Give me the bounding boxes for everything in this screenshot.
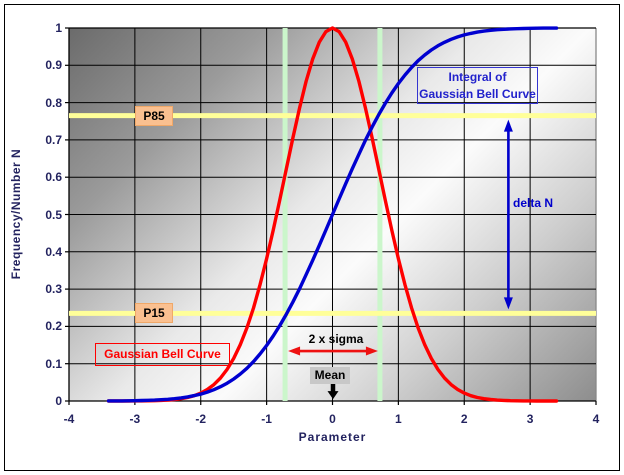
x-tick-label: -4 <box>63 412 75 426</box>
y-tick-label: 0.3 <box>45 282 62 297</box>
sigma-range-label: 2 x sigma <box>308 332 364 346</box>
y-tick-label: 1 <box>55 21 62 35</box>
y-tick-label: 0.5 <box>45 207 62 222</box>
x-tick-label: 3 <box>526 412 534 426</box>
gaussian-curve-legend-box: Gaussian Bell Curve <box>95 343 230 366</box>
y-tick-label: 0.6 <box>45 170 62 185</box>
y-tick-label: 0 <box>55 394 62 408</box>
y-tick-label: 0.1 <box>45 356 62 371</box>
y-axis-title: Frequency/Number N <box>9 148 23 280</box>
x-tick-label: 4 <box>592 412 600 426</box>
x-tick-label: 1 <box>395 412 402 426</box>
integral-curve <box>106 26 559 403</box>
y-tick-label: 0.8 <box>45 95 62 110</box>
y-tick-label: 0.7 <box>45 132 62 147</box>
chart-frame <box>4 4 620 471</box>
x-tick-label: 2 <box>460 412 468 426</box>
delta-n-arrow-head-bottom <box>503 297 513 310</box>
delta-n-arrow-head-top <box>503 119 513 132</box>
sigma-arrow-head-left <box>288 346 301 356</box>
mean-label: Mean <box>310 367 350 384</box>
mean-arrow-head <box>327 391 339 400</box>
p15-chip: P15 <box>135 303 173 323</box>
integral-legend-line1: Integral of <box>448 70 507 84</box>
integral-curve-legend-box: Integral of Gaussian Bell Curve <box>417 67 538 104</box>
x-tick-label: -1 <box>261 412 272 426</box>
y-tick-label: 0.9 <box>45 58 62 73</box>
x-axis-title: Parameter <box>298 430 367 444</box>
x-tick-label: -2 <box>195 412 207 426</box>
y-tick-label: 0.4 <box>45 244 62 259</box>
y-tick-label: 0.2 <box>45 319 62 334</box>
integral-legend-line2: Gaussian Bell Curve <box>419 87 536 101</box>
sigma-arrow-head-right <box>365 346 378 356</box>
x-tick-label: -3 <box>129 412 141 426</box>
delta-n-label: delta N <box>513 196 554 210</box>
p85-chip: P85 <box>135 106 173 126</box>
x-tick-label: 0 <box>329 412 336 426</box>
